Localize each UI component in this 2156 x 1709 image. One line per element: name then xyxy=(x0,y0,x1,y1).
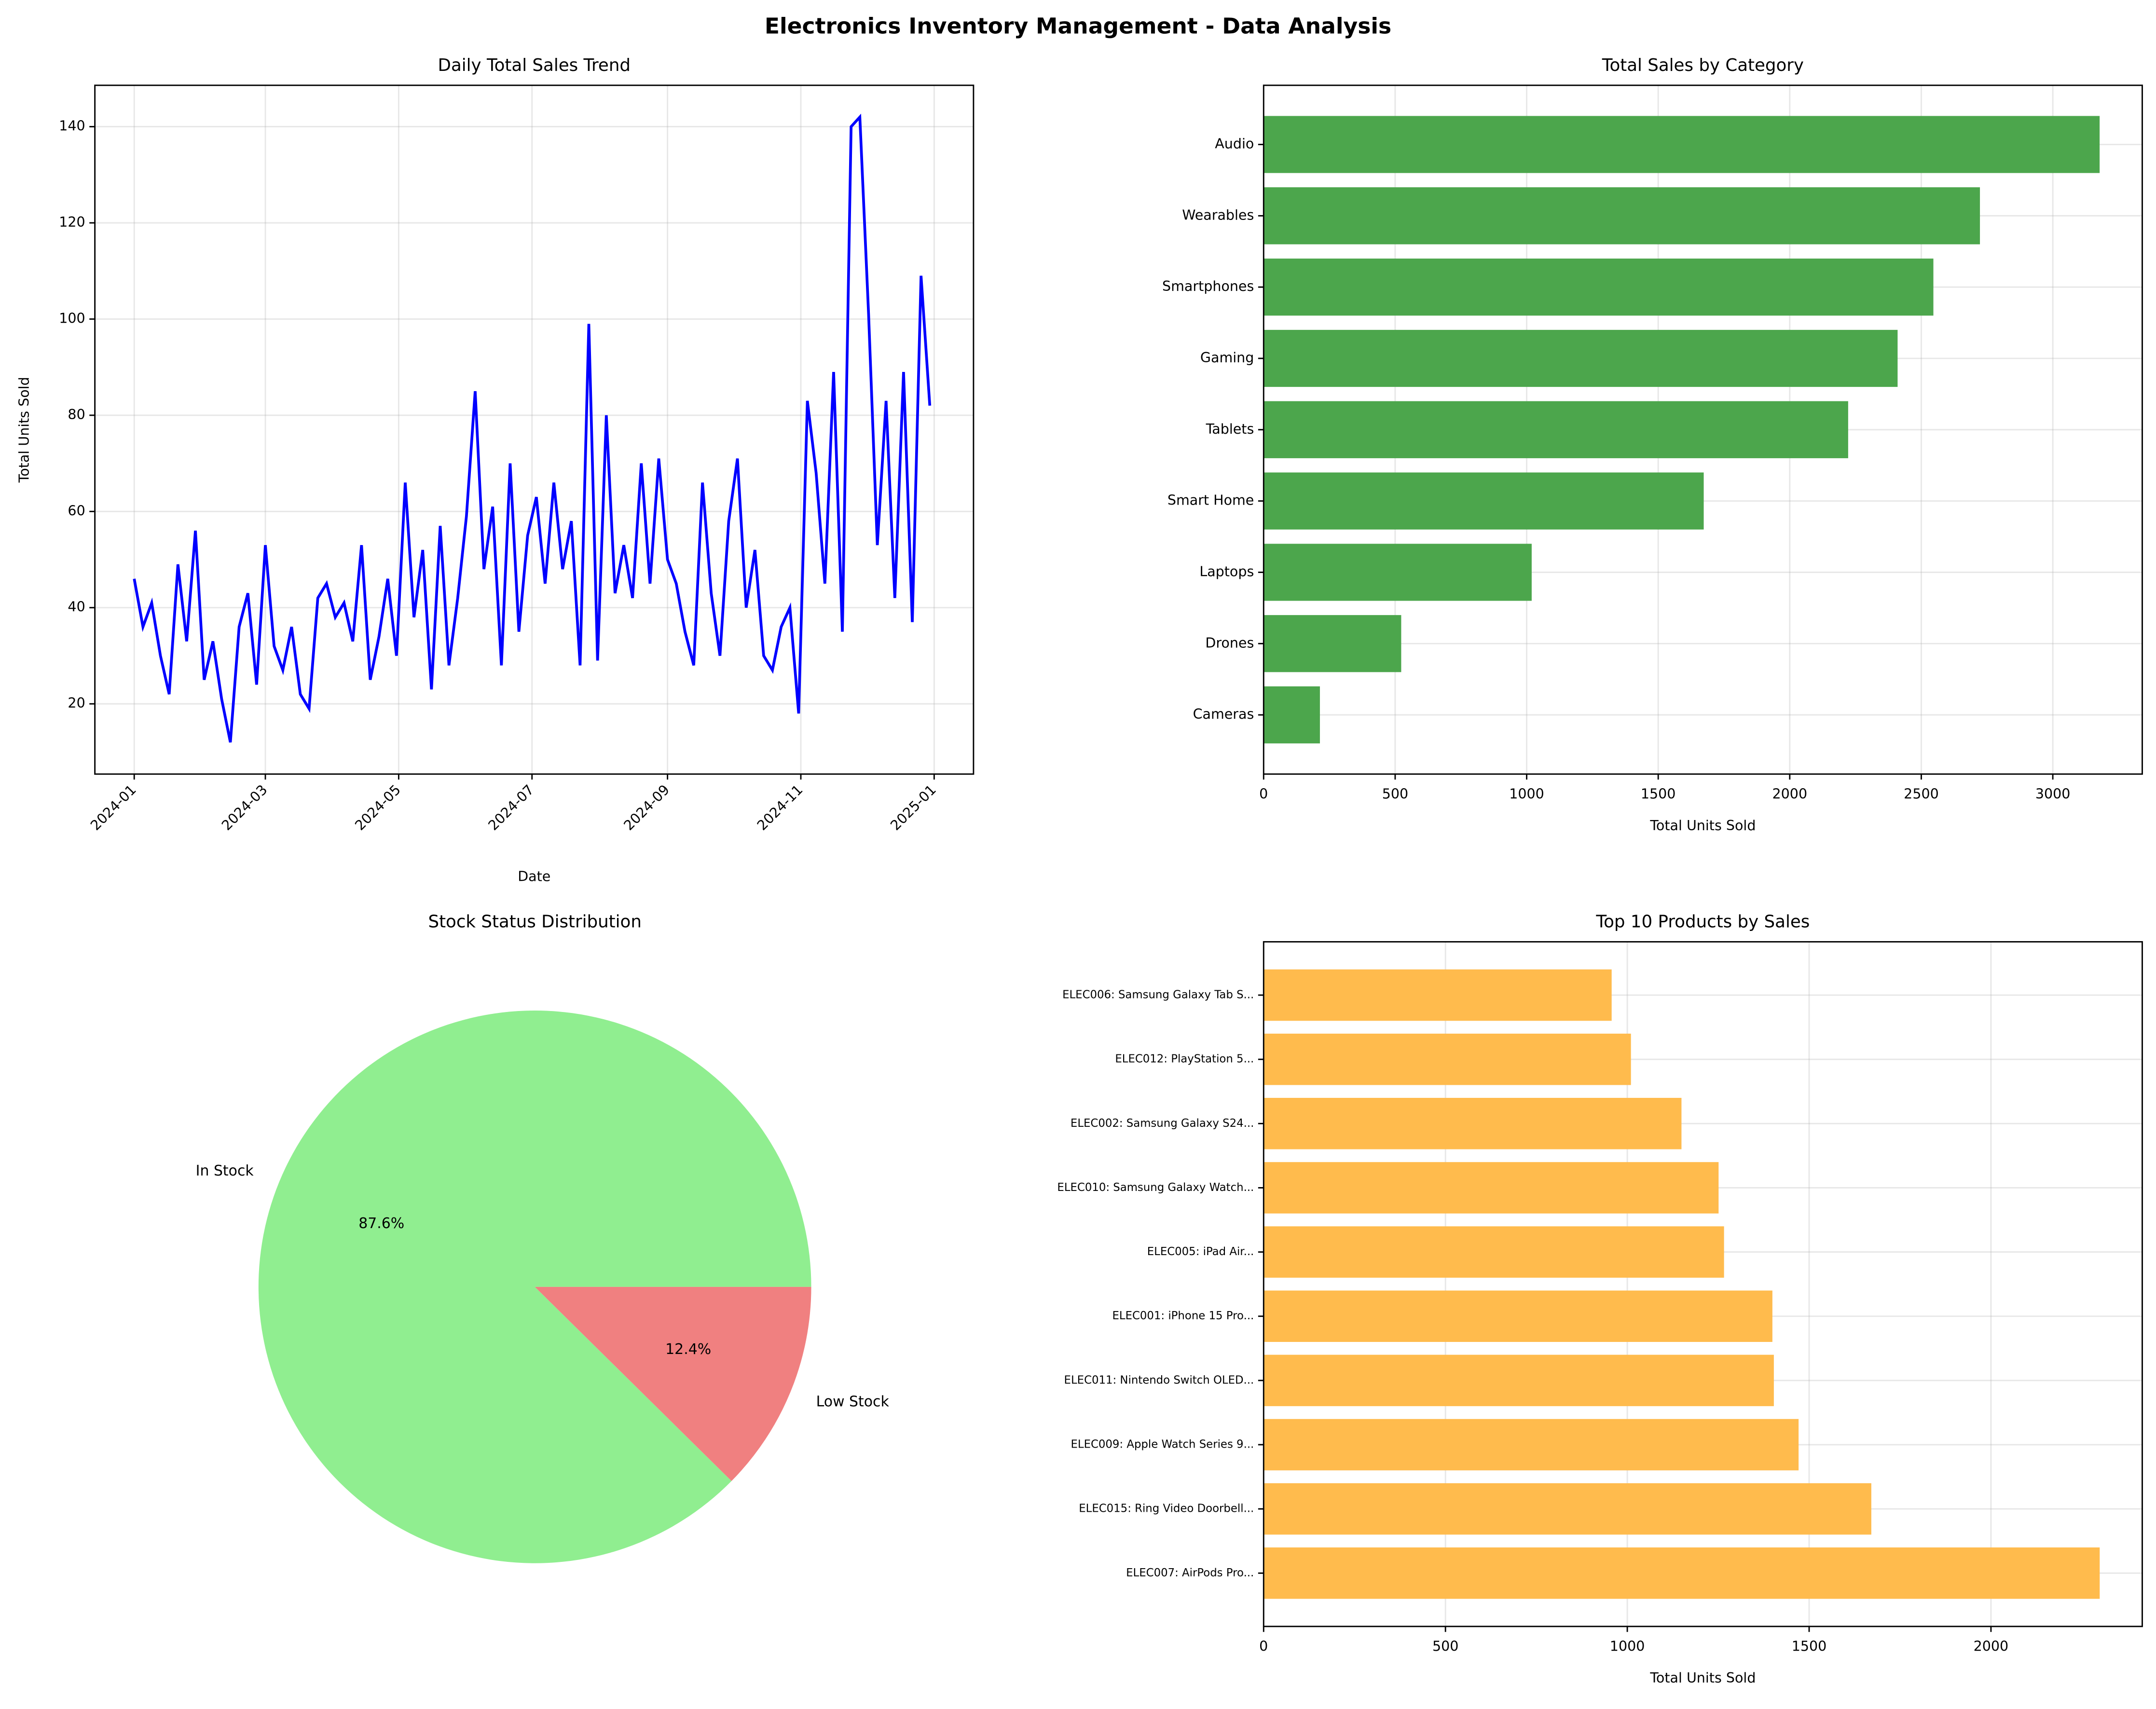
x-tick-label: 2000 xyxy=(1772,786,1808,802)
y-tick-label: ELEC001: iPhone 15 Pro... xyxy=(1112,1310,1254,1322)
bar xyxy=(1263,1419,1799,1471)
y-tick-label: 60 xyxy=(68,503,85,519)
x-tick-label: 2500 xyxy=(1904,786,1939,802)
y-tick-label: ELEC005: iPad Air... xyxy=(1147,1245,1254,1258)
x-tick-label: 500 xyxy=(1432,1639,1458,1654)
x-axis-label: Total Units Sold xyxy=(1649,818,1756,834)
y-tick-label: ELEC009: Apple Watch Series 9... xyxy=(1071,1438,1254,1451)
bar xyxy=(1263,686,1320,744)
slice-percent: 12.4% xyxy=(665,1341,711,1358)
bar xyxy=(1263,259,1934,316)
bar xyxy=(1263,472,1704,530)
y-tick-label: 40 xyxy=(68,599,85,615)
y-tick-label: Smartphones xyxy=(1162,278,1254,294)
y-tick-label: ELEC011: Nintendo Switch OLED... xyxy=(1064,1374,1254,1386)
y-tick-label: Cameras xyxy=(1193,706,1254,722)
slice-label: In Stock xyxy=(196,1162,254,1179)
pie-slice xyxy=(535,1286,811,1481)
x-tick-label: 2000 xyxy=(1974,1639,2009,1654)
x-tick-label: 1500 xyxy=(1641,786,1676,802)
y-tick-label: Tablets xyxy=(1206,421,1254,437)
y-tick-label: 120 xyxy=(59,214,85,230)
x-tick-label: 1000 xyxy=(1610,1639,1645,1654)
subplot-title: Total Sales by Category xyxy=(1602,55,1804,75)
x-axis-label: Total Units Sold xyxy=(1649,1670,1756,1686)
bar xyxy=(1263,1226,1724,1278)
y-tick-label: Audio xyxy=(1215,136,1254,152)
y-tick-label: Wearables xyxy=(1182,207,1254,223)
bar xyxy=(1263,401,1848,458)
plot-frame xyxy=(1263,941,2143,1627)
slice-percent: 87.6% xyxy=(358,1215,404,1232)
subplot-title: Stock Status Distribution xyxy=(428,912,641,932)
bar xyxy=(1263,1290,1772,1342)
plot-frame xyxy=(94,84,975,775)
y-tick-label: ELEC002: Samsung Galaxy S24... xyxy=(1071,1117,1254,1130)
pie-slice xyxy=(258,1010,811,1563)
bar xyxy=(1263,1033,1631,1085)
y-tick-label: 140 xyxy=(59,118,85,134)
x-tick-label: 500 xyxy=(1382,786,1408,802)
plot-frame xyxy=(1263,84,2143,775)
x-tick-label: 0 xyxy=(1259,1639,1268,1654)
bar xyxy=(1263,116,2100,173)
y-tick-label: ELEC006: Samsung Galaxy Tab S... xyxy=(1062,988,1254,1001)
y-tick-label: Drones xyxy=(1205,635,1254,651)
bar xyxy=(1263,329,1898,387)
y-tick-label: ELEC010: Samsung Galaxy Watch... xyxy=(1057,1181,1254,1194)
bar xyxy=(1263,1098,1682,1149)
bar xyxy=(1263,187,1980,245)
figure-title: Electronics Inventory Management - Data … xyxy=(765,14,1391,39)
x-axis-label: Date xyxy=(518,869,550,885)
y-axis-label: Total Units Sold xyxy=(16,377,32,483)
bar xyxy=(1263,969,1612,1021)
subplot-title: Top 10 Products by Sales xyxy=(1595,912,1810,932)
bar xyxy=(1263,1354,1774,1407)
bar xyxy=(1263,1547,2100,1599)
bar xyxy=(1263,1162,1719,1214)
slice-label: Low Stock xyxy=(816,1394,890,1410)
x-tick-label: 1000 xyxy=(1509,786,1544,802)
bar xyxy=(1263,1483,1871,1535)
y-tick-label: Smart Home xyxy=(1167,492,1254,508)
bar xyxy=(1263,615,1401,672)
y-tick-label: ELEC012: PlayStation 5... xyxy=(1115,1053,1254,1066)
sales-line xyxy=(133,113,932,743)
y-tick-label: Laptops xyxy=(1199,563,1254,579)
bar xyxy=(1263,544,1532,601)
x-tick-label: 1500 xyxy=(1792,1639,1827,1654)
y-tick-label: ELEC015: Ring Video Doorbell... xyxy=(1079,1503,1254,1515)
subplot-title: Daily Total Sales Trend xyxy=(438,55,631,75)
y-tick-label: 20 xyxy=(68,695,85,711)
x-tick-label: 0 xyxy=(1259,786,1268,802)
y-tick-label: 100 xyxy=(59,310,85,326)
y-tick-label: 80 xyxy=(68,407,85,423)
x-tick-label: 3000 xyxy=(2035,786,2071,802)
y-tick-label: Gaming xyxy=(1200,350,1254,366)
y-tick-label: ELEC007: AirPods Pro... xyxy=(1126,1567,1254,1579)
